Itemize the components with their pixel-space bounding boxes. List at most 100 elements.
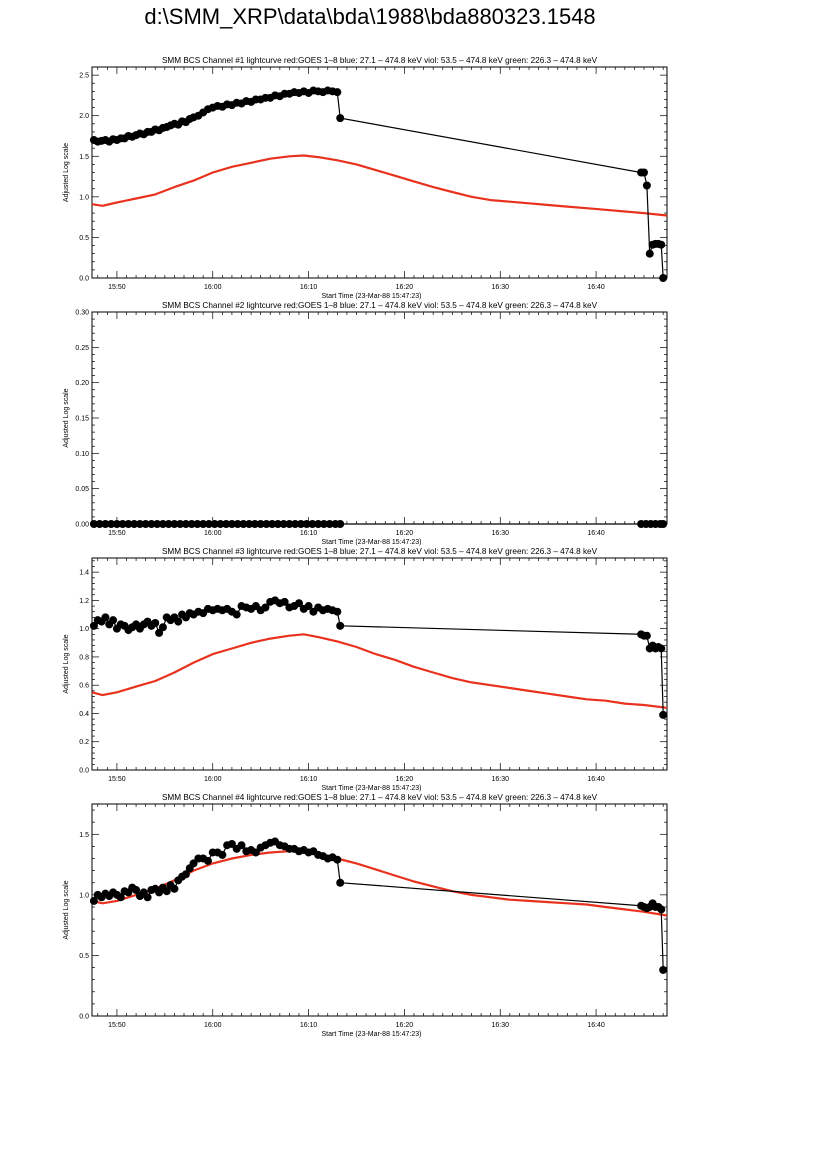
data-point (233, 520, 242, 528)
x-tick-label: 16:00 (204, 1022, 222, 1029)
x-tick-label: 16:30 (491, 530, 509, 537)
plot-frame (91, 557, 668, 771)
data-point (124, 520, 133, 528)
data-point (222, 520, 231, 528)
data-point (268, 520, 277, 528)
chart-title: SMM BCS Channel #4 lightcurve red:GOES 1… (162, 793, 598, 802)
data-point (181, 870, 190, 879)
data-point (657, 905, 666, 914)
data-point (218, 850, 227, 859)
data-point (155, 628, 164, 637)
data-point (333, 88, 342, 97)
data-point (239, 520, 248, 528)
plot-frame (91, 803, 668, 1017)
data-point (141, 520, 150, 528)
data-point (112, 520, 121, 528)
y-tick-label: 0.20 (75, 380, 89, 387)
data-point (261, 603, 270, 612)
x-tick-label: 16:40 (587, 530, 605, 537)
data-point (153, 520, 162, 528)
data-point (158, 520, 167, 528)
x-tick-label: 16:00 (204, 776, 222, 783)
y-tick-label: 0.0 (79, 276, 89, 283)
data-point (237, 841, 246, 850)
chart-title: SMM BCS Channel #3 lightcurve red:GOES 1… (162, 547, 598, 556)
data-point (279, 520, 288, 528)
x-axis-label: Start Time (23-Mar-88 15:47:23) (322, 539, 422, 546)
y-tick-label: 0.15 (75, 416, 89, 423)
x-tick-label: 16:20 (396, 776, 414, 783)
data-point (232, 610, 241, 619)
data-point (203, 856, 212, 865)
y-tick-label: 1.4 (79, 570, 89, 577)
data-point (89, 621, 98, 630)
x-tick-label: 16:30 (491, 284, 509, 291)
data-point (657, 644, 666, 653)
y-tick-label: 1.0 (79, 892, 89, 899)
page-title: d:\SMM_XRP\data\bda\1988\bda880323.1548 (144, 4, 596, 29)
data-point (170, 520, 179, 528)
data-point (336, 621, 345, 630)
data-point (164, 520, 173, 528)
y-axis-label: Adjusted Log scale (63, 634, 70, 693)
x-tick-label: 16:40 (587, 1022, 605, 1029)
bcs-curve-line (93, 840, 664, 971)
data-point (336, 878, 345, 887)
data-point (250, 520, 259, 528)
x-tick-label: 16:10 (300, 284, 318, 291)
data-point (135, 520, 144, 528)
data-point (95, 520, 104, 528)
x-tick-label: 15:50 (108, 1022, 126, 1029)
y-tick-label: 0.6 (79, 683, 89, 690)
x-tick-label: 16:00 (204, 284, 222, 291)
data-point (657, 240, 666, 249)
data-point (280, 597, 289, 606)
x-tick-label: 16:40 (587, 284, 605, 291)
y-tick-label: 0.00 (75, 522, 89, 529)
y-tick-label: 0.0 (79, 1014, 89, 1021)
data-point (296, 520, 305, 528)
data-point (199, 520, 208, 528)
data-point (227, 520, 236, 528)
y-axis-label: Adjusted Log scale (63, 143, 70, 202)
x-tick-label: 16:00 (204, 530, 222, 537)
data-point (304, 602, 313, 611)
data-point (147, 520, 156, 528)
data-point (116, 893, 125, 902)
data-point (174, 617, 183, 626)
x-tick-label: 16:30 (491, 776, 509, 783)
data-point (101, 520, 110, 528)
data-point (158, 623, 167, 632)
y-axis-label: Adjusted Log scale (63, 880, 70, 939)
chart-title: SMM BCS Channel #1 lightcurve red:GOES 1… (162, 56, 598, 65)
data-point (187, 520, 196, 528)
y-tick-label: 2.5 (79, 73, 89, 80)
data-point (659, 274, 668, 282)
data-point (216, 520, 225, 528)
data-point (107, 520, 116, 528)
data-point (162, 887, 171, 896)
y-tick-label: 2.0 (79, 113, 89, 120)
x-tick-label: 16:30 (491, 1022, 509, 1029)
data-point (659, 520, 668, 528)
y-tick-label: 0.0 (79, 768, 89, 775)
data-point (210, 520, 219, 528)
y-tick-label: 0.05 (75, 486, 89, 493)
data-point (176, 520, 185, 528)
y-tick-label: 0.25 (75, 345, 89, 352)
chart-panel-2: SMM BCS Channel #2 lightcurve red:GOES 1… (63, 301, 668, 546)
x-tick-label: 16:10 (300, 530, 318, 537)
data-point (333, 607, 342, 616)
y-axis-label: Adjusted Log scale (63, 388, 70, 447)
x-axis-label: Start Time (23-Mar-88 15:47:23) (322, 1031, 422, 1038)
data-point (181, 520, 190, 528)
data-point (314, 520, 323, 528)
data-point (132, 886, 141, 895)
y-tick-label: 1.5 (79, 154, 89, 161)
data-point (130, 520, 139, 528)
chart-panel-4: SMM BCS Channel #4 lightcurve red:GOES 1… (63, 793, 668, 1038)
data-point (109, 616, 118, 625)
data-point (143, 893, 152, 902)
plot-frame (91, 311, 668, 525)
data-point (308, 520, 317, 528)
